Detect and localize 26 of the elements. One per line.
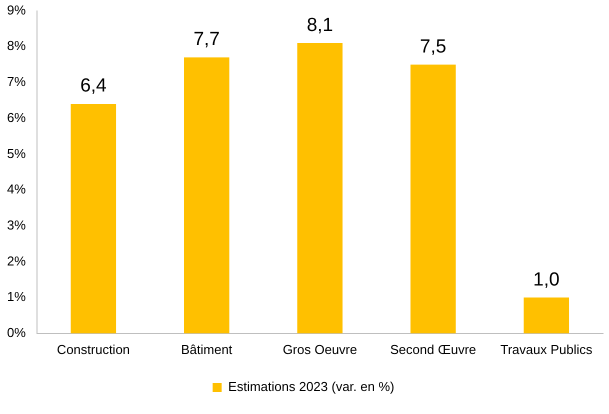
y-tick-label: 2% (6, 253, 26, 268)
x-tick-label: Second Œuvre (390, 342, 476, 357)
y-tick-label: 6% (6, 110, 26, 125)
data-label: 1,0 (533, 269, 560, 290)
bar (410, 64, 456, 334)
data-label: 6,4 (80, 76, 108, 97)
data-label: 8,1 (306, 14, 334, 36)
x-tick-label: Gros Oeuvre (282, 342, 358, 357)
y-tick-label: 4% (6, 182, 26, 197)
y-tick-label: 9% (6, 2, 26, 18)
y-tick-label: 3% (6, 217, 26, 232)
y-tick-label: 0% (6, 324, 26, 340)
legend-label: Estimations 2023 (var. en %) (228, 379, 394, 394)
bar (297, 43, 343, 334)
bar (70, 104, 116, 334)
x-tick-label: Construction (56, 342, 130, 357)
data-label: 7,5 (420, 36, 446, 58)
x-tick-label: Travaux Publics (500, 342, 593, 357)
y-tick-label: 8% (6, 38, 26, 54)
x-tick-label: Bâtiment (180, 342, 233, 357)
bar (524, 298, 570, 334)
data-label: 7,7 (193, 29, 220, 50)
y-tick-label: 1% (6, 289, 26, 304)
y-tick-label: 7% (6, 74, 26, 90)
bar (184, 57, 230, 334)
y-tick-label: 5% (6, 146, 26, 161)
